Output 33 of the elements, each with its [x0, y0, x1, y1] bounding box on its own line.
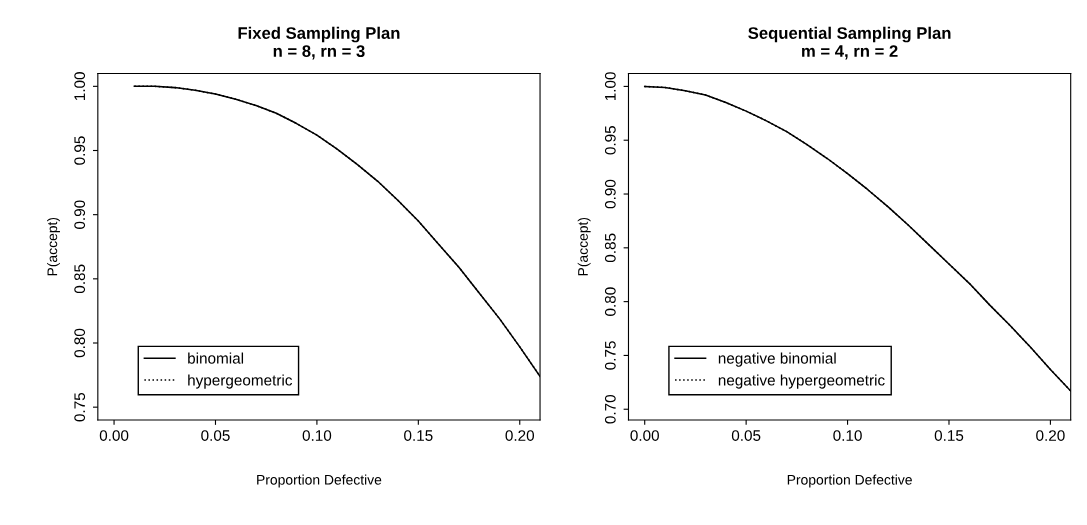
y-tick-label: 0.75	[604, 341, 616, 370]
y-axis-title: P(accept)	[47, 217, 60, 276]
legend-label: negative binomial	[718, 352, 836, 367]
y-tick-label: 0.80	[604, 287, 616, 316]
x-axis-title: Proportion Defective	[257, 474, 382, 488]
legend-label: binomial	[188, 352, 244, 364]
y-tick-label: 0.90	[604, 179, 616, 209]
x-tick-label: 0.15	[934, 430, 964, 441]
y-tick-label: 0.80	[74, 328, 86, 358]
x-tick-label: 0.05	[201, 430, 230, 441]
x-tick-label: 0.15	[404, 430, 433, 441]
y-axis-title: P(accept)	[577, 217, 591, 276]
y-tick-label: 0.85	[74, 264, 86, 294]
x-axis-title: Proportion Defective	[787, 474, 912, 488]
legend-label: hypergeometric	[188, 374, 293, 389]
x-tick-label: 0.10	[833, 430, 862, 441]
y-tick-label: 0.85	[604, 233, 616, 263]
x-tick-label: 0.20	[1036, 430, 1065, 441]
x-tick-label: 0.10	[302, 430, 332, 441]
chart-title: Sequential Sampling Plan m = 4, rn = 2	[748, 26, 951, 60]
legend-label: negative hypergeometric	[718, 374, 885, 389]
x-tick-label: 0.05	[731, 430, 761, 441]
y-tick-label: 0.75	[74, 392, 86, 422]
x-tick-label: 0.20	[505, 430, 535, 441]
y-tick-label: 0.70	[604, 394, 616, 424]
y-tick-label: 0.95	[604, 125, 616, 155]
y-tick-label: 1.00	[604, 72, 616, 101]
chart-title: Fixed Sampling Plan n = 8, rn = 3	[238, 26, 400, 60]
x-tick-label: 0.00	[630, 430, 659, 441]
y-tick-label: 0.95	[74, 136, 86, 165]
y-tick-label: 1.00	[74, 72, 86, 101]
x-tick-label: 0.00	[99, 430, 129, 441]
y-tick-label: 0.90	[74, 200, 86, 229]
